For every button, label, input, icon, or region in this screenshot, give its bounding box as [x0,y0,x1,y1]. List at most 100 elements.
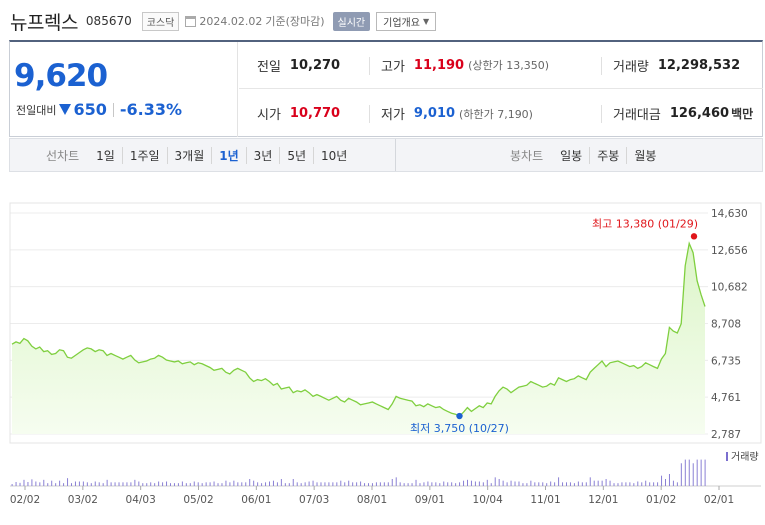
volume-bar [110,482,112,486]
volume-bar [122,482,124,486]
volume-bar [43,479,45,486]
volume-bar [399,482,401,486]
volume-bar [530,480,532,486]
volume-bar [253,480,255,486]
volume-bar [665,479,666,486]
low-value: 9,010 [413,106,456,121]
x-tick-label: 07/03 [299,494,329,506]
volume-bar [613,483,615,486]
period-1d[interactable]: 1일 [96,148,115,163]
volume-value: 12,298,532 [657,57,741,73]
lower-limit: (하한가 7,190) [459,107,533,121]
x-tick-label: 04/03 [126,494,156,506]
volume-bar [510,480,512,486]
volume-bar [526,483,528,486]
volume-bar [482,482,484,486]
y-tick-label: 8,708 [711,319,741,331]
divider [395,139,396,171]
volume-bar [15,482,17,486]
stock-code: 085670 [85,14,132,28]
y-tick-label: 2,787 [711,429,741,441]
volume-bar [296,482,298,486]
volume-bar [265,482,267,486]
volume-bar [55,483,57,486]
volume-bar [704,459,706,486]
volume-bar [146,483,148,486]
open-value: 10,770 [289,106,341,121]
volume-bar [31,479,33,486]
divider [112,102,114,117]
volume-bar [368,483,369,486]
volume-bar [534,482,536,486]
summary-row-1: 전일 10,270 고가 11,190 (상한가 13,350) 거래량 12,… [239,42,763,89]
date-info: 2024.02.02 기준(장마감) [185,13,325,29]
volume-bar [197,482,199,486]
price-line [11,241,706,417]
volume-bar [649,482,651,486]
open-label: 시가 [257,108,281,123]
x-axis: 02/02 03/02 04/03 05/02 06/01 07/03 08/01 09/01… [10,486,734,506]
candle-monthly[interactable]: 월봉 [626,146,663,164]
volume-bar [185,483,187,486]
volume-bar [506,482,508,486]
price-change: 전일대비 650 -6.33% [16,100,182,119]
period-5y[interactable]: 5년 [279,146,313,164]
x-tick-label: 12/01 [588,494,618,506]
down-triangle-icon [59,104,72,115]
volume-bar [542,482,544,486]
volume-bar [324,482,326,486]
volume-bar [23,479,25,486]
volume-bar [407,483,409,486]
period-10y[interactable]: 10년 [313,146,354,164]
x-tick-label: 02/02 [10,494,40,506]
x-tick-label: 03/02 [68,494,98,506]
volume-bar [490,483,492,486]
candle-chart-label: 봉차트 [510,148,544,163]
chart-grid [9,202,762,487]
open-price: 시가 10,770 [257,104,340,123]
price-area [12,243,705,434]
y-tick-label: 6,735 [711,355,741,367]
prev-close-value: 10,270 [289,57,341,73]
volume-bar [375,482,377,486]
calendar-icon [185,15,197,27]
volume-bar [35,481,37,486]
volume-bar [257,482,259,486]
trade-value-label: 거래대금 [613,108,661,123]
volume-bar [554,482,556,486]
volume-bar [86,482,88,486]
high-marker [690,233,698,240]
volume-bar [617,483,619,486]
volume-bar [585,482,587,486]
volume-bar [474,481,476,486]
candle-weekly[interactable]: 주봉 [589,146,626,164]
period-3y[interactable]: 3년 [245,146,280,164]
price-chart[interactable]: 14,630 12,656 10,682 8,708 6,735 4,761 2,787 0… [0,175,765,525]
volume-bar [78,481,80,486]
volume-bar [419,483,421,486]
period-1y[interactable]: 1년 [211,146,245,164]
volume-bar [605,479,607,486]
period-1w[interactable]: 1주일 [121,146,167,164]
realtime-button[interactable]: 실시간 [332,11,371,31]
candle-daily[interactable]: 일봉 [560,148,583,163]
volume-bar [233,480,235,486]
low-price: 저가 9,010 (하한가 7,190) [381,104,533,123]
volume-bar [177,483,179,486]
high-price: 고가 11,190 (상한가 13,350) [381,56,549,75]
volume-bar [478,481,480,486]
volume-bar [550,481,552,486]
volume-bar [344,482,346,486]
stock-header: 뉴프렉스 085670 코스닥 2024.02.02 기준(장마감) 실시간 기… [10,6,437,36]
chart-frame [9,202,762,444]
volume-bar [237,482,239,486]
volume-bar [340,480,342,486]
volume-bar [498,479,500,486]
company-info-dropdown[interactable]: 기업개요 ▼ [376,11,437,31]
period-3m[interactable]: 3개월 [166,146,212,164]
volume-bar [162,482,164,486]
volume-bar [467,479,468,486]
change-amount: 650 [73,100,107,119]
volume-bar [597,480,599,486]
volume-bar [443,481,445,486]
